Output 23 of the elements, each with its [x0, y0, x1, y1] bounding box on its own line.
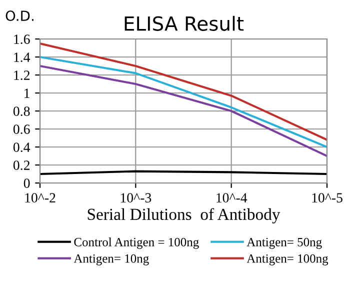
- legend-label: Antigen= 100ng: [246, 254, 328, 266]
- y-tick-label: 0.6: [13, 124, 30, 134]
- y-tick-label: 0.2: [13, 160, 30, 170]
- y-tick-label: 0.4: [13, 142, 30, 152]
- x-tick-label: 10^-4: [216, 193, 248, 202]
- y-tick-label: 1.2: [14, 70, 30, 80]
- x-axis-title: Serial Dilutions of Antibody: [88, 208, 280, 224]
- y-tick-label: 0.8: [13, 106, 30, 116]
- y-tick-label: 1.6: [14, 34, 30, 44]
- legend-label: Antigen= 10ng: [74, 254, 149, 266]
- y-tick-label: 1.4: [14, 52, 30, 62]
- line-series: [40, 56, 327, 148]
- y-tick-label: 0: [24, 178, 30, 188]
- y-axis-title: O.D.: [6, 10, 34, 22]
- line-series: [40, 42, 327, 141]
- legend-label: Control Antigen = 100ng: [74, 238, 199, 249]
- x-tick-label: 10^-2: [25, 193, 56, 202]
- y-tick-label: 1: [24, 88, 30, 98]
- line-series: [40, 64, 327, 158]
- chart-title: ELISA Result: [124, 16, 244, 31]
- legend-label: Antigen= 50ng: [246, 238, 322, 249]
- x-tick-label: 10^-3: [120, 193, 152, 202]
- x-tick-label: 10^-5: [312, 193, 342, 202]
